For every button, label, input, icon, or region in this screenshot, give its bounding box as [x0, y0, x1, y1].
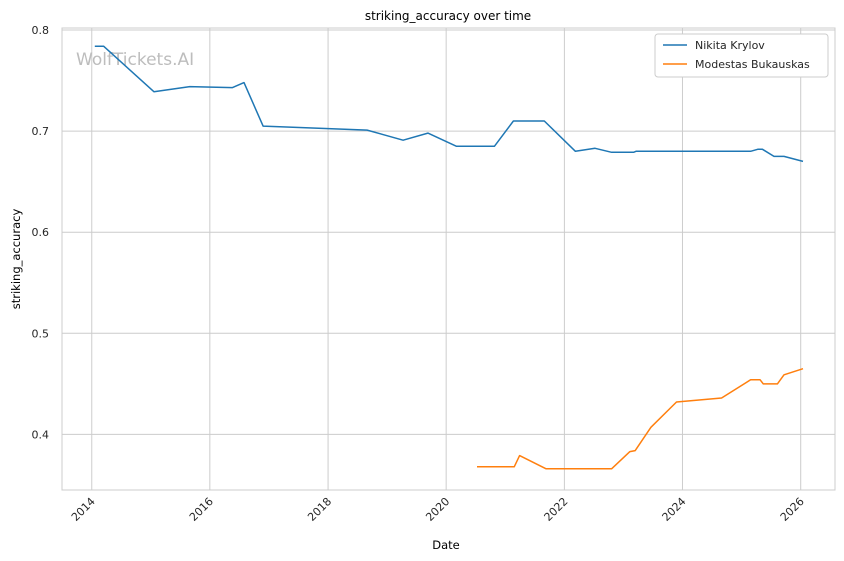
y-axis-ticks: 0.4 0.5 0.6 0.7 0.8 — [32, 24, 50, 441]
x-gridlines — [91, 28, 802, 490]
legend-label-nikita-krylov: Nikita Krylov — [695, 39, 765, 52]
x-tick-label: 2020 — [423, 495, 452, 524]
y-gridlines — [62, 29, 835, 435]
y-tick-label: 0.5 — [32, 327, 50, 340]
series-line-nikita-krylov — [94, 45, 804, 163]
x-axis-ticks: 2014 2016 2018 2020 2022 2024 2026 — [69, 495, 807, 524]
y-tick-label: 0.7 — [32, 125, 50, 138]
y-tick-label: 0.8 — [32, 24, 50, 37]
x-tick-label: 2024 — [660, 495, 689, 524]
y-tick-label: 0.4 — [32, 428, 50, 441]
x-tick-label: 2026 — [778, 495, 807, 524]
series-line-modestas-bukauskas — [477, 367, 804, 470]
x-tick-label: 2018 — [305, 495, 334, 524]
series-layer — [94, 45, 804, 470]
x-tick-label: 2016 — [187, 495, 216, 524]
legend-label-modestas-bukauskas: Modestas Bukauskas — [695, 58, 810, 71]
y-tick-label: 0.6 — [32, 226, 50, 239]
plot-area — [61, 27, 836, 491]
x-tick-label: 2022 — [542, 495, 571, 524]
legend-box — [654, 33, 829, 78]
watermark-text: WolfTickets.AI — [76, 50, 194, 70]
chart-title: striking_accuracy over time — [365, 9, 531, 23]
x-axis-label: Date — [432, 538, 460, 552]
y-axis-label: striking_accuracy — [9, 209, 23, 310]
x-tick-label: 2014 — [69, 495, 98, 524]
legend: Nikita Krylov Modestas Bukauskas — [654, 33, 829, 78]
